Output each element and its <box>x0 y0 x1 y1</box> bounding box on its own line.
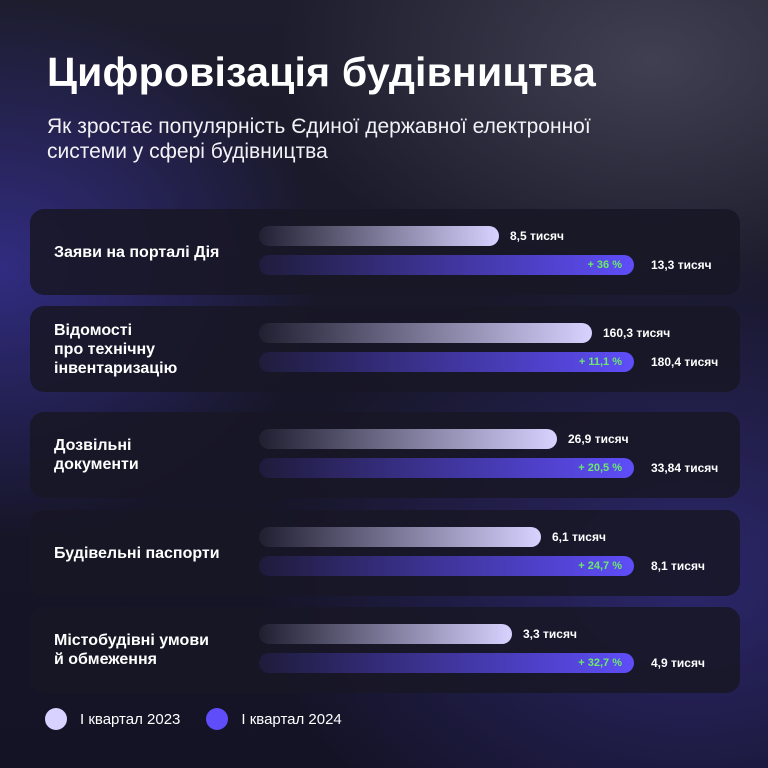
growth-label: + 24,7 % <box>578 559 622 572</box>
category-label: Заяви на порталі Дія <box>54 209 254 295</box>
legend-item-2024: І квартал 2024 <box>206 708 342 730</box>
value-label-2023: 6,1 тисяч <box>552 529 606 544</box>
value-label-2023: 26,9 тисяч <box>568 431 629 446</box>
legend-label-2024: І квартал 2024 <box>241 710 342 728</box>
category-label-lines: Відомості про технічну інвентаризацію <box>54 321 177 378</box>
category-label-line: Будівельні паспорти <box>54 544 220 562</box>
bar-2024 <box>259 555 634 576</box>
chart-row: Заяви на порталі Дія 8,5 тисяч + 36 % 13,3 … <box>30 209 740 295</box>
value-label-2024: 13,3 тисяч <box>651 257 712 272</box>
chart-row: Будівельні паспорти 6,1 тисяч + 24,7 % 8,1 … <box>30 510 740 596</box>
chart-rows: Заяви на порталі Дія 8,5 тисяч + 36 % 13,3 … <box>30 0 740 768</box>
legend-label-2023: І квартал 2023 <box>80 710 181 728</box>
value-label-2023: 8,5 тисяч <box>510 228 564 243</box>
legend-swatch-2023 <box>45 708 67 730</box>
legend-swatch-2024 <box>206 708 229 730</box>
bar-2023 <box>259 428 557 449</box>
bar-2023 <box>259 526 541 547</box>
bar-2023 <box>259 225 499 246</box>
category-label-line: документи <box>54 456 139 473</box>
chart-row: Дозвільні документи 26,9 тисяч + 20,5 % 33,8… <box>30 412 740 498</box>
category-label-lines: Будівельні паспорти <box>54 544 220 563</box>
bar-2024 <box>259 254 634 275</box>
category-label: Будівельні паспорти <box>54 510 254 596</box>
category-label-lines: Дозвільні документи <box>54 436 139 474</box>
page-subtitle: Як зростає популярність Єдиної державної… <box>47 115 591 163</box>
category-label-line: Відомості <box>54 321 133 339</box>
value-label-2024: 33,84 тисяч <box>651 460 719 475</box>
category-label-line: Містобудівні умови <box>54 632 209 649</box>
category-label: Відомості про технічну інвентаризацію <box>54 306 254 392</box>
growth-label: + 36 % <box>587 258 622 271</box>
category-label-lines: Містобудівні умови й обмеження <box>54 631 209 669</box>
category-label-line: й обмеження <box>54 651 157 668</box>
value-label-2024: 180,4 тисяч <box>651 354 719 369</box>
bar-2024 <box>259 457 634 478</box>
value-label-2023: 3,3 тисяч <box>523 626 577 641</box>
chart-row: Відомості про технічну інвентаризацію 160,3… <box>30 306 740 392</box>
legend-item-2023: І квартал 2023 <box>45 708 180 730</box>
bar-2024 <box>259 351 634 372</box>
value-label-2023: 160,3 тисяч <box>603 325 671 340</box>
bar-2023 <box>259 322 592 343</box>
category-label: Дозвільні документи <box>54 412 254 498</box>
category-label-lines: Заяви на порталі Дія <box>54 243 219 262</box>
value-label-2024: 4,9 тисяч <box>651 655 705 670</box>
growth-label: + 20,5 % <box>578 461 622 474</box>
category-label-line: Дозвільні <box>54 437 132 454</box>
page-title: Цифровізація будівництва <box>47 49 596 95</box>
category-label-line: Заяви на порталі Дія <box>54 243 220 261</box>
category-label: Містобудівні умови й обмеження <box>54 607 254 693</box>
chart-row: Містобудівні умови й обмеження 3,3 тисяч + … <box>30 607 740 693</box>
bar-2023 <box>259 623 512 644</box>
growth-label: + 32,7 % <box>578 656 622 669</box>
category-label-line: інвентаризацію <box>54 359 178 377</box>
bar-2024 <box>259 652 634 673</box>
category-label-line: про технічну <box>54 340 156 358</box>
legend: І квартал 2023 І квартал 2024 <box>45 707 368 731</box>
value-label-2024: 8,1 тисяч <box>651 558 705 573</box>
growth-label: + 11,1 % <box>578 355 622 368</box>
